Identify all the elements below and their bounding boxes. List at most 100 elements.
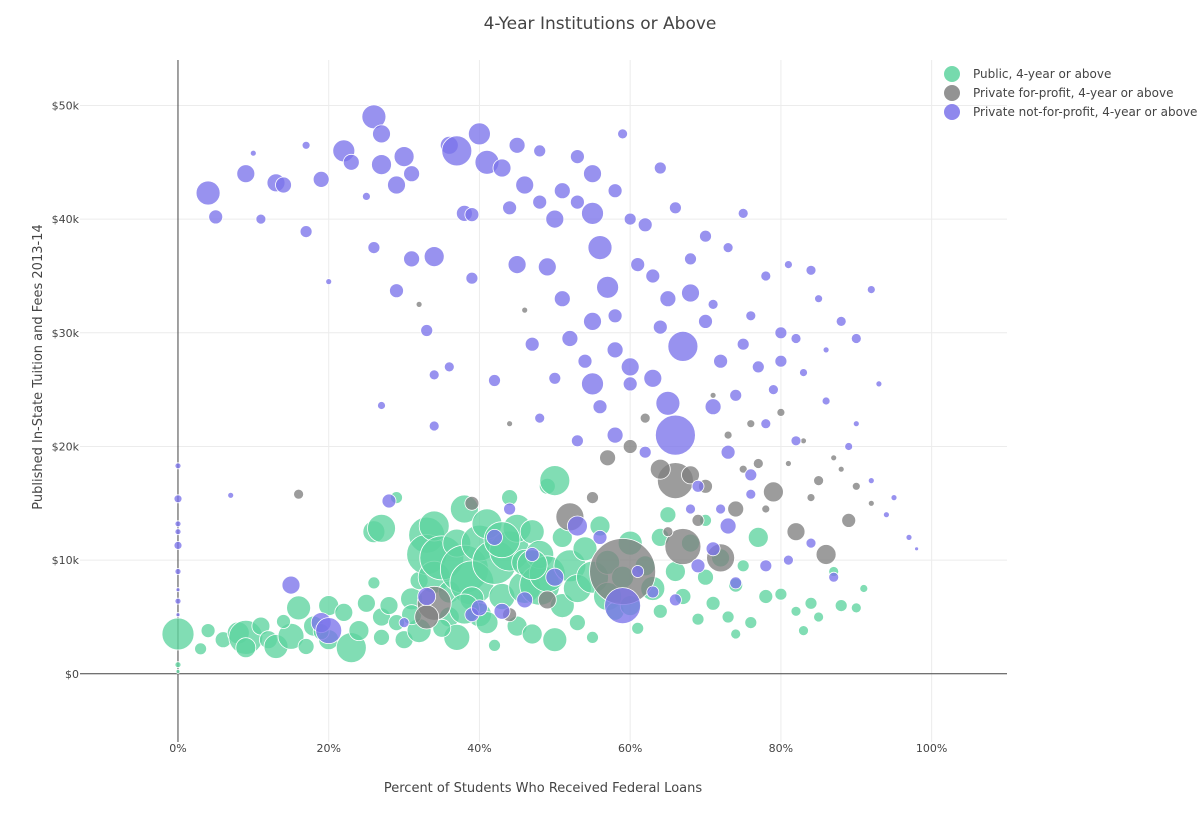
data-point xyxy=(745,310,757,322)
data-point xyxy=(607,183,623,199)
data-point xyxy=(173,494,183,504)
data-point xyxy=(805,264,817,276)
data-point xyxy=(553,182,571,200)
data-point xyxy=(403,250,421,268)
data-point xyxy=(785,460,792,467)
data-point xyxy=(175,587,181,593)
data-point xyxy=(586,491,599,505)
data-point xyxy=(516,591,534,609)
data-point xyxy=(798,625,809,636)
data-point xyxy=(736,337,750,351)
data-point xyxy=(570,149,585,165)
data-point xyxy=(465,271,479,285)
data-point xyxy=(713,353,728,369)
data-point xyxy=(655,390,681,416)
data-point xyxy=(236,164,256,184)
data-point xyxy=(659,506,677,524)
data-point xyxy=(751,360,765,374)
data-point xyxy=(723,430,733,440)
data-point xyxy=(488,374,501,387)
data-point xyxy=(774,587,788,601)
data-point xyxy=(417,587,437,606)
axes: 0% 20% 40% 60% 80% 100% $0 $10k $20k $30k $40k $50k xyxy=(52,60,1007,755)
data-point xyxy=(372,124,391,144)
data-point xyxy=(506,420,514,428)
y-tick-label: $0 xyxy=(65,668,79,681)
data-point xyxy=(652,319,668,335)
data-point xyxy=(175,669,181,674)
data-point xyxy=(745,488,757,500)
data-point xyxy=(837,465,845,473)
data-point xyxy=(866,285,876,295)
data-point xyxy=(367,576,381,590)
data-point xyxy=(646,585,660,599)
x-tick-label: 80% xyxy=(769,742,793,755)
data-point xyxy=(914,546,919,552)
data-point xyxy=(583,311,602,331)
data-point xyxy=(736,559,750,573)
data-point xyxy=(835,315,847,327)
data-point xyxy=(464,495,480,511)
data-point xyxy=(630,257,646,273)
data-point xyxy=(867,499,875,507)
data-point xyxy=(623,212,637,226)
data-point xyxy=(443,361,455,373)
data-point xyxy=(161,617,195,651)
data-point xyxy=(377,401,386,410)
data-point xyxy=(821,396,831,406)
data-point xyxy=(681,465,700,485)
data-point xyxy=(813,475,824,487)
data-point xyxy=(277,622,305,650)
data-point xyxy=(174,661,182,669)
data-point xyxy=(571,434,584,448)
data-point xyxy=(428,420,440,432)
data-point xyxy=(744,616,758,629)
legend-marker xyxy=(944,104,960,120)
series-3 xyxy=(173,104,919,644)
data-point xyxy=(570,194,585,210)
data-point xyxy=(783,554,794,566)
data-point xyxy=(905,534,913,541)
data-point xyxy=(721,610,735,624)
data-point xyxy=(492,158,512,178)
data-point xyxy=(286,595,312,621)
chart-title: 4-Year Institutions or Above xyxy=(484,14,717,34)
data-point xyxy=(503,502,517,516)
data-point xyxy=(432,618,452,638)
data-point xyxy=(470,599,488,617)
data-point xyxy=(737,207,749,219)
data-point xyxy=(729,388,743,402)
data-point xyxy=(704,398,722,416)
data-point xyxy=(561,330,579,347)
legend-marker xyxy=(944,66,960,82)
data-point xyxy=(637,217,653,233)
data-point xyxy=(488,639,501,652)
data-point xyxy=(790,605,802,617)
data-point xyxy=(281,575,301,595)
data-point xyxy=(508,136,526,154)
data-point xyxy=(730,628,742,640)
data-point xyxy=(631,621,645,635)
data-point xyxy=(828,571,840,583)
y-tick-label: $20k xyxy=(52,440,80,453)
data-point xyxy=(537,590,557,610)
y-tick-label: $50k xyxy=(52,99,80,112)
data-point xyxy=(622,376,638,392)
data-point xyxy=(850,333,862,344)
data-point xyxy=(784,260,793,270)
data-point xyxy=(569,614,586,631)
data-point xyxy=(533,144,547,158)
data-point xyxy=(790,333,802,344)
data-point xyxy=(698,313,713,329)
data-point xyxy=(883,511,890,519)
data-point xyxy=(572,536,598,562)
data-point xyxy=(599,449,616,467)
data-point xyxy=(690,558,706,574)
data-point xyxy=(441,135,473,167)
data-point xyxy=(890,494,898,502)
data-point xyxy=(761,504,771,514)
data-point xyxy=(813,611,824,623)
data-point xyxy=(776,407,786,417)
data-point xyxy=(173,541,183,550)
